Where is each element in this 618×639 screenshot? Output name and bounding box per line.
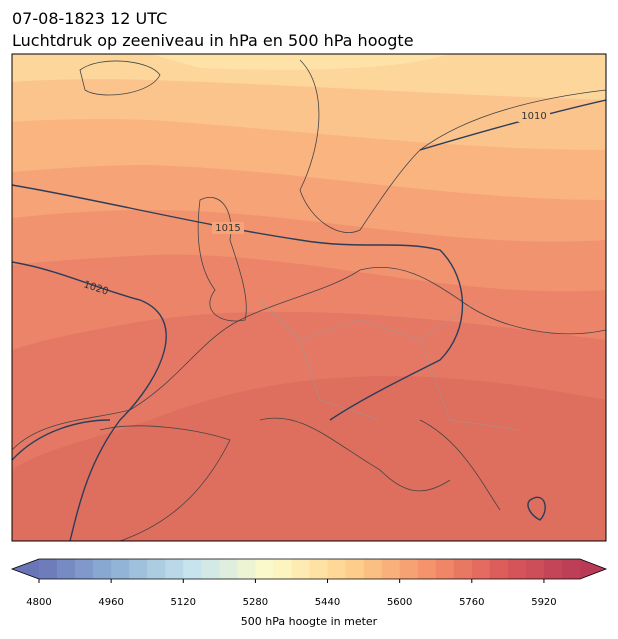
- border: [259, 299, 521, 431]
- band: [150, 54, 450, 70]
- colorbar-tick-label: 5120: [171, 597, 196, 608]
- title: 07-08-1823 12 UTC: [12, 9, 167, 28]
- colorbar-segment: [273, 559, 292, 579]
- isobar: [12, 184, 464, 421]
- colorbar-segment: [183, 559, 202, 579]
- colorbar-tick-label: 4960: [98, 597, 123, 608]
- contour-label: 1010: [521, 111, 546, 122]
- coastline: [79, 60, 161, 96]
- band: [12, 54, 606, 100]
- colorbar-extend-low: [12, 559, 39, 579]
- colorbar-segment: [237, 559, 256, 579]
- colorbar-segment: [417, 559, 437, 579]
- colorbar-segment: [129, 559, 148, 579]
- coastline: [99, 417, 501, 541]
- colorbar-segment: [39, 559, 58, 579]
- isobar: [12, 419, 546, 521]
- colorbar-segment: [75, 559, 94, 579]
- colorbar-segment: [219, 559, 238, 579]
- colorbar-segment: [525, 559, 545, 579]
- coastline: [197, 197, 247, 322]
- colorbar-segment: [327, 559, 347, 579]
- colorbar-segment: [111, 559, 130, 579]
- colorbar-segment: [345, 559, 365, 579]
- colorbar-segment: [435, 559, 455, 579]
- colorbar-segment: [381, 559, 401, 579]
- coastline: [299, 59, 606, 233]
- colorbar-segment: [489, 559, 509, 579]
- label-bg: [518, 110, 550, 122]
- colorbar-segment: [201, 559, 220, 579]
- colorbar-segment: [363, 559, 383, 579]
- colorbar-segment: [471, 559, 491, 579]
- colorbar-segment: [399, 559, 419, 579]
- colorbar-tick-label: 4800: [26, 597, 51, 608]
- colorbar-segment: [561, 559, 581, 579]
- coastline: [12, 266, 606, 451]
- colorbar-frame: [10, 558, 608, 580]
- colorbar-segment: [147, 559, 166, 579]
- colorbar-tick-label: 5920: [531, 597, 556, 608]
- colorbar-segment: [291, 559, 310, 579]
- colorbar-segment: [255, 559, 274, 579]
- colorbar-segment: [93, 559, 112, 579]
- map-frame: [11, 53, 607, 542]
- colorbar-tick-label: 5600: [387, 597, 412, 608]
- colorbar-segment: [57, 559, 76, 579]
- colorbar-segment: [453, 559, 473, 579]
- colorbar-segment: [309, 559, 329, 579]
- colorbar-tick-label: 5760: [459, 597, 484, 608]
- colorbar-label: 500 hPa hoogte in meter: [241, 615, 378, 628]
- colorbar: 4800 4960 5120 5280 5440 5600 5760 5920: [10, 558, 608, 608]
- colorbar-extend-high: [580, 559, 606, 579]
- isobar: [12, 261, 167, 541]
- map: 1010 1015 1020: [12, 54, 606, 541]
- subtitle: Luchtdruk op zeeniveau in hPa en 500 hPa…: [12, 31, 414, 50]
- colorbar-segment: [165, 559, 184, 579]
- colorbar-segment: [507, 559, 527, 579]
- isobar: [419, 99, 606, 151]
- contour-label: 1015: [215, 223, 240, 234]
- label-bg: [212, 222, 244, 234]
- colorbar-segment: [543, 559, 563, 579]
- colorbar-tick-label: 5280: [243, 597, 268, 608]
- colorbar-tick-label: 5440: [315, 597, 340, 608]
